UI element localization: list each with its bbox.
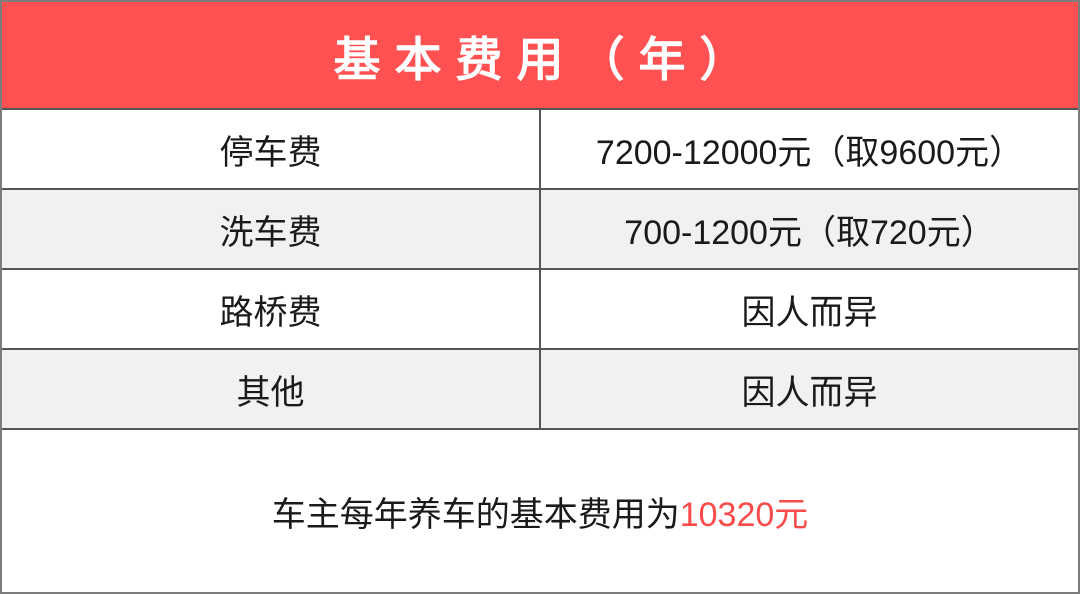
row-value: 因人而异 — [539, 350, 1078, 428]
table-title: 基本费用（年） — [333, 32, 761, 86]
row-label: 停车费 — [219, 133, 322, 172]
row-label: 路桥费 — [219, 293, 322, 332]
row-label: 其他 — [236, 373, 305, 412]
table-row-other: 其他 因人而异 — [2, 350, 1078, 430]
summary-amount: 10320元 — [679, 495, 809, 534]
row-value: 7200-12000元（取9600元） — [539, 110, 1078, 188]
summary-text: 车主每年养车的基本费用为 — [271, 495, 680, 534]
table-row-parking: 停车费 7200-12000元（取9600元） — [2, 110, 1078, 190]
table-row-tolls: 路桥费 因人而异 — [2, 270, 1078, 350]
summary-row: 车主每年养车的基本费用为 10320元 — [2, 430, 1078, 592]
table-header: 基本费用（年） — [2, 2, 1078, 110]
row-value: 因人而异 — [539, 270, 1078, 348]
row-label: 洗车费 — [219, 213, 322, 252]
table-row-carwash: 洗车费 700-1200元（取720元） — [2, 190, 1078, 270]
row-value: 700-1200元（取720元） — [539, 190, 1078, 268]
